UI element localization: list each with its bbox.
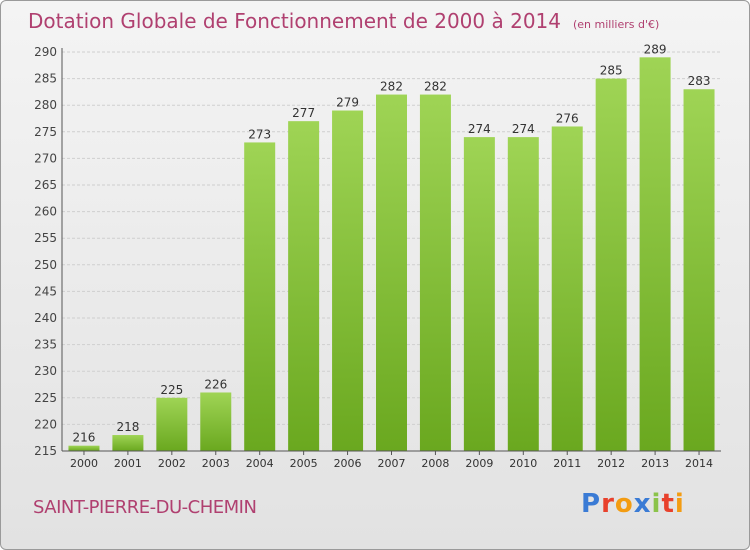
bar <box>288 121 320 451</box>
bar <box>595 78 627 451</box>
logo-letter: x <box>633 489 652 519</box>
data-label: 285 <box>600 64 623 78</box>
commune-name: SAINT-PIERRE-DU-CHEMIN <box>33 497 257 518</box>
bar <box>68 445 100 451</box>
y-tick-label: 250 <box>34 258 57 272</box>
logo-letter: i <box>651 489 662 519</box>
x-tick-label: 2001 <box>114 457 142 470</box>
data-label: 273 <box>248 127 271 141</box>
bar <box>376 94 407 451</box>
data-label: 274 <box>468 122 491 136</box>
x-tick-label: 2007 <box>378 457 406 470</box>
y-tick-label: 225 <box>34 391 57 405</box>
bar <box>332 110 364 452</box>
y-tick-label: 220 <box>34 417 57 431</box>
logo-letter: i <box>674 489 685 519</box>
y-tick-label: 230 <box>34 364 57 378</box>
data-label: 282 <box>424 80 447 94</box>
data-label: 282 <box>380 80 403 94</box>
y-tick-label: 270 <box>34 151 57 165</box>
y-tick-label: 240 <box>34 311 57 325</box>
x-tick-label: 2012 <box>597 457 625 470</box>
logo-letter: P <box>581 489 602 519</box>
logo-letter: o <box>614 489 634 519</box>
x-tick-label: 2013 <box>641 457 669 470</box>
y-tick-label: 255 <box>34 231 57 245</box>
y-tick-label: 275 <box>34 125 57 139</box>
x-tick-label: 2008 <box>421 457 449 470</box>
bar <box>639 57 671 451</box>
bar <box>419 94 451 451</box>
x-tick-label: 2006 <box>334 457 362 470</box>
data-label: 225 <box>160 383 183 397</box>
data-label: 216 <box>73 431 96 445</box>
data-label: 279 <box>336 96 359 110</box>
bar <box>507 137 539 451</box>
chart-title: Dotation Globale de Fonctionnement de 20… <box>28 9 659 33</box>
bar <box>112 435 144 451</box>
y-tick-label: 245 <box>34 284 57 298</box>
y-tick-label: 260 <box>34 205 57 219</box>
x-tick-label: 2004 <box>246 457 274 470</box>
y-tick-label: 235 <box>34 338 57 352</box>
x-tick-label: 2010 <box>509 457 537 470</box>
x-tick-label: 2011 <box>553 457 581 470</box>
y-tick-label: 285 <box>34 72 57 86</box>
bar <box>244 142 276 451</box>
data-label: 276 <box>556 111 579 125</box>
x-tick-label: 2009 <box>465 457 493 470</box>
y-tick-label: 290 <box>34 45 57 59</box>
x-tick-label: 2002 <box>158 457 186 470</box>
x-tick-label: 2000 <box>70 457 98 470</box>
data-label: 218 <box>116 420 139 434</box>
bar <box>156 397 188 451</box>
data-label: 274 <box>512 122 535 136</box>
data-label: 277 <box>292 106 315 120</box>
unit-note: (en milliers d'€) <box>573 18 660 31</box>
y-tick-label: 280 <box>34 98 57 112</box>
title-text: Dotation Globale de Fonctionnement de 20… <box>28 9 561 33</box>
data-label: 283 <box>688 74 711 88</box>
x-tick-label: 2003 <box>202 457 230 470</box>
y-tick-label: 265 <box>34 178 57 192</box>
proxiti-logo: Proxiti <box>581 489 685 519</box>
bar <box>200 392 232 451</box>
y-tick-label: 215 <box>34 444 57 458</box>
bar <box>551 126 583 451</box>
x-tick-label: 2014 <box>685 457 713 470</box>
bar <box>463 137 495 451</box>
logo-letter: t <box>661 489 675 519</box>
x-tick-label: 2005 <box>290 457 318 470</box>
data-label: 289 <box>644 42 667 56</box>
bar <box>683 89 715 452</box>
data-label: 226 <box>204 377 227 391</box>
logo-letter: r <box>601 489 615 519</box>
